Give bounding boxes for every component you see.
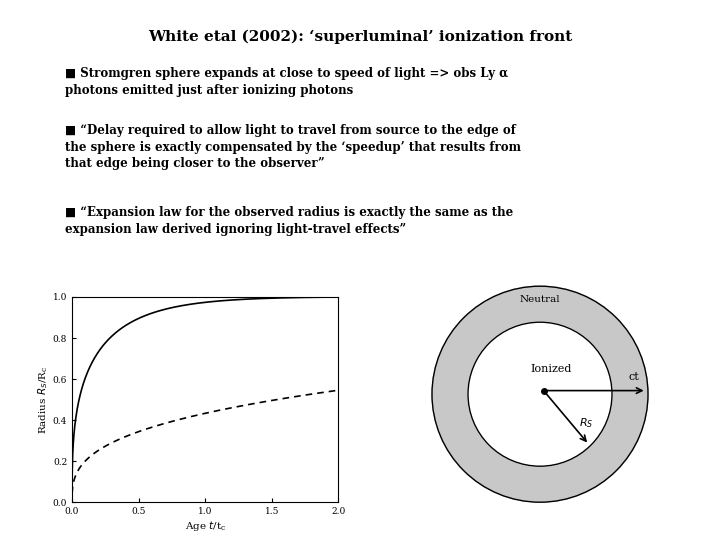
Circle shape — [432, 286, 648, 502]
Text: ■ “Delay required to allow light to travel from source to the edge of
the sphere: ■ “Delay required to allow light to trav… — [65, 124, 521, 170]
FancyArrowPatch shape — [546, 388, 642, 393]
Text: Neutral: Neutral — [520, 295, 560, 303]
FancyArrowPatch shape — [545, 393, 586, 441]
Text: $R_S$: $R_S$ — [580, 416, 594, 430]
Text: Ionized: Ionized — [530, 364, 572, 374]
Circle shape — [468, 322, 612, 466]
Text: White etal (2002): ‘superluminal’ ionization front: White etal (2002): ‘superluminal’ ioniza… — [148, 30, 572, 44]
Text: ■ “Expansion law for the observed radius is exactly the same as the
expansion la: ■ “Expansion law for the observed radius… — [65, 206, 513, 236]
Text: ■ Stromgren sphere expands at close to speed of light => obs Ly α
photons emitte: ■ Stromgren sphere expands at close to s… — [65, 68, 508, 97]
Text: ct: ct — [629, 372, 639, 382]
Y-axis label: Radius $R_S\mathregular{/R_c}$: Radius $R_S\mathregular{/R_c}$ — [36, 366, 50, 434]
X-axis label: Age $t\mathregular{/t_c}$: Age $t\mathregular{/t_c}$ — [184, 519, 226, 533]
